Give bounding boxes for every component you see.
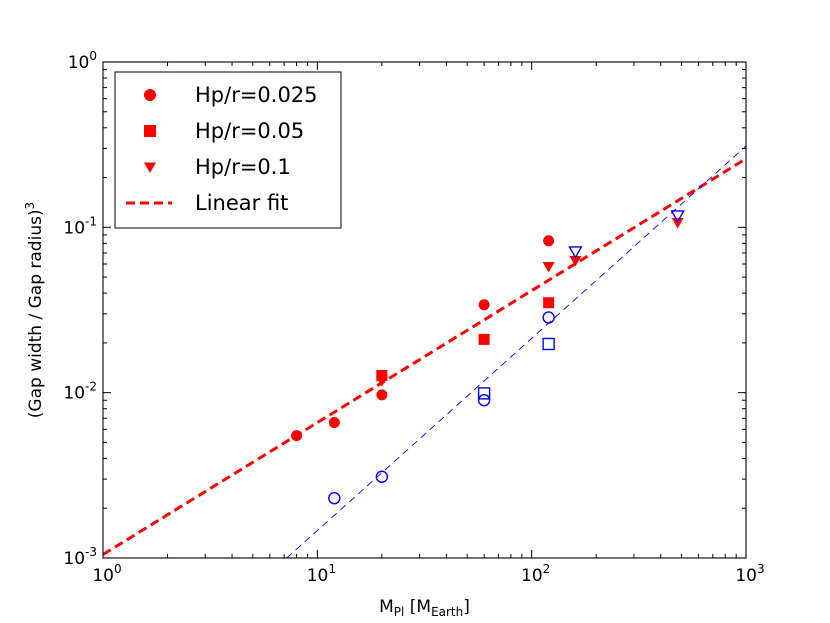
data-point-series-5 (542, 337, 555, 351)
x-tick-label: 101 (307, 562, 336, 586)
fit-lines (102, 145, 747, 559)
legend-label: Hp/r=0.05 (195, 119, 304, 143)
legend: Hp/r=0.025 Hp/r=0.05 Hp/r=0.1 Linear fit (114, 71, 342, 229)
data-point-series-2 (478, 333, 490, 345)
legend-entry: Hp/r=0.1 (144, 155, 291, 179)
data-point-series-4 (542, 311, 555, 324)
axis-ticks: 100 101 102 103 10-3 10-2 10-1 100 (63, 49, 764, 586)
y-tick-label: 10-1 (63, 214, 97, 238)
legend-square-icon (144, 125, 156, 137)
x-tick-label: 103 (735, 562, 764, 586)
y-tick-label: 10-2 (63, 380, 97, 404)
data-point-series-2 (376, 370, 388, 382)
y-tick-label: 10-3 (63, 545, 97, 569)
y-axis-label: (Gap width / Gap radius)3 (23, 202, 46, 418)
data-point-series-3 (671, 217, 684, 229)
legend-entry: Linear fit (126, 191, 288, 215)
legend-entry: Hp/r=0.05 (144, 119, 304, 143)
legend-label: Linear fit (195, 191, 288, 215)
data-point-series-4 (477, 394, 491, 407)
data-point-series-2 (543, 297, 555, 309)
data-point-series-1 (376, 389, 388, 401)
data-point-series-4 (328, 491, 341, 505)
data-point-series-3 (375, 376, 388, 387)
legend-label: Hp/r=0.025 (195, 83, 318, 107)
plot-frame (102, 61, 747, 559)
x-tick-label: 102 (521, 562, 550, 586)
data-point-series-1 (328, 417, 340, 429)
legend-circle-icon (144, 89, 156, 101)
x-tick-label: 100 (92, 562, 121, 586)
x-axis-label: MPl [MEarth] (379, 597, 470, 619)
data-point-series-1 (543, 235, 555, 247)
data-point-series-6 (568, 246, 583, 259)
data-point-series-3 (569, 256, 582, 267)
data-point-series-5 (477, 387, 491, 400)
data-point-series-4 (375, 470, 389, 483)
legend-entry: Hp/r=0.025 (144, 83, 318, 107)
fit-line-2 (286, 145, 747, 559)
data-point-series-6 (670, 210, 685, 223)
y-tick-label: 100 (68, 49, 97, 73)
data-point-series-1 (291, 430, 303, 442)
data-point-series-1 (478, 299, 490, 311)
legend-triangle-down-icon (144, 162, 156, 173)
data-points (291, 210, 685, 505)
legend-label: Hp/r=0.1 (195, 155, 291, 179)
data-point-series-3 (542, 261, 555, 273)
